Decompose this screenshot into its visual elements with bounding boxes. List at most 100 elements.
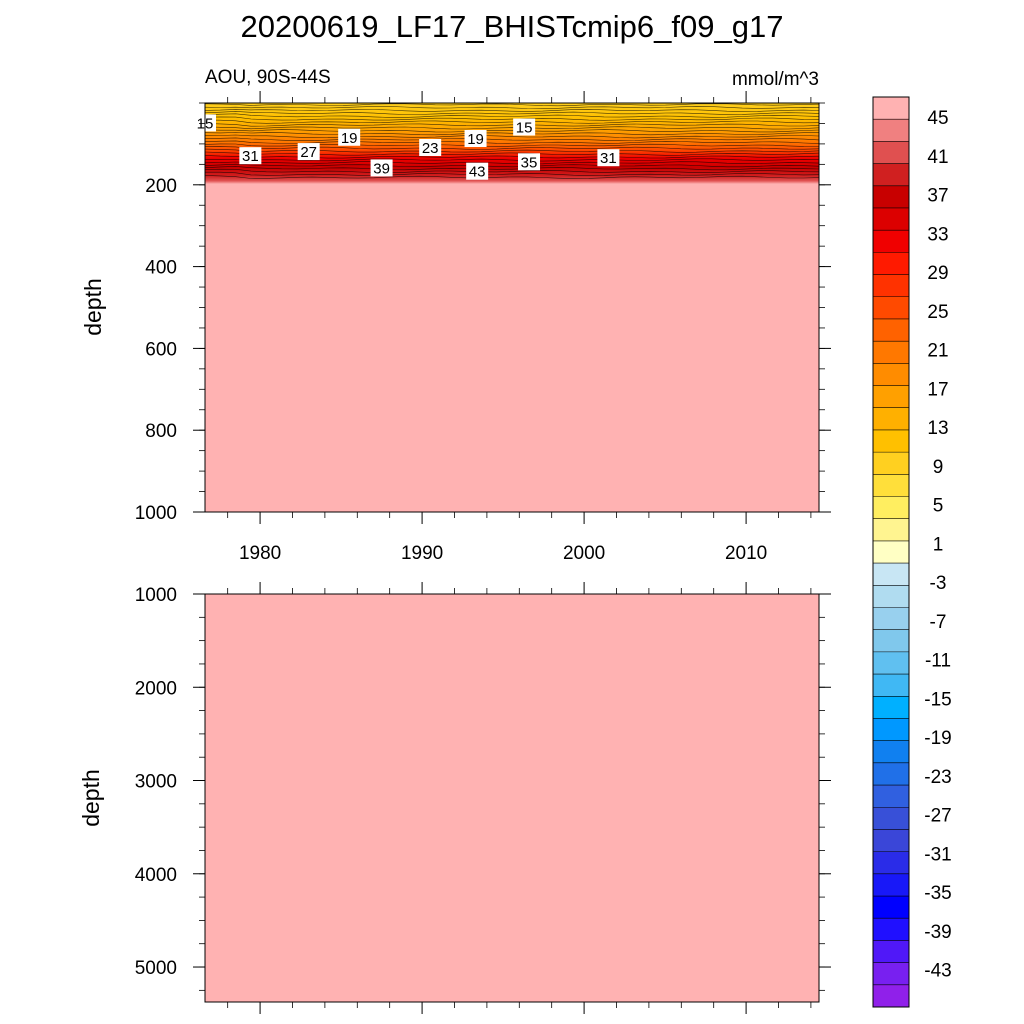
top-panel-axes: 1980 1990 2000 2010 200 400 600 800 1000 — [135, 91, 831, 564]
colorbar-label: 21 — [927, 341, 948, 362]
y-tick-label: 200 — [145, 176, 177, 197]
colorbar-swatch — [873, 318, 909, 342]
colorbar-swatch — [873, 696, 909, 719]
colorbar-swatch — [873, 496, 909, 520]
contour-label: 31 — [239, 147, 262, 165]
colorbar-label: 5 — [933, 496, 944, 517]
colorbar-swatch — [873, 97, 909, 120]
contour-label: 15 — [513, 118, 536, 137]
colorbar-label: -35 — [924, 883, 951, 904]
y-tick-label: 600 — [145, 339, 177, 360]
colorbar-label: -7 — [930, 612, 947, 633]
colorbar-swatch — [873, 851, 909, 875]
chart-title: 20200619_LF17_BHISTcmip6_f09_g17 — [241, 9, 784, 44]
subtitle-right: mmol/m^3 — [732, 69, 819, 90]
contour-label-box — [297, 143, 320, 161]
y-tick-label: 1000 — [135, 503, 177, 524]
colorbar: 45 41 37 33 29 25 21 17 13 9 5 1 -3 -7 -11 -15 -19 -23 -27… — [872, 96, 952, 1008]
contour-label: 23 — [419, 138, 442, 157]
y-tick-label: 1000 — [135, 585, 177, 606]
colorbar-swatch — [873, 718, 909, 741]
contour-label: 39 — [370, 159, 393, 177]
contour-label-text: 35 — [521, 154, 538, 171]
contour-label-text: 19 — [341, 130, 358, 147]
contour-label-text: 39 — [373, 160, 390, 177]
contour-label: 31 — [597, 149, 620, 167]
y-tick-label: 5000 — [135, 958, 177, 979]
colorbar-swatch — [873, 785, 909, 808]
colorbar-label: -15 — [924, 689, 951, 710]
contour-lines — [205, 103, 819, 179]
colorbar-swatch — [873, 896, 909, 919]
x-tick-label: 1990 — [401, 543, 443, 564]
colorbar-swatch — [873, 385, 909, 409]
bottom-panel-axes: 1000 2000 3000 4000 5000 — [135, 582, 831, 1014]
contour-line — [205, 134, 819, 139]
contour-label-box — [419, 138, 442, 156]
contour-line — [205, 168, 819, 174]
colorbar-frame — [872, 96, 910, 1008]
contour-line — [205, 175, 819, 179]
contour-line — [205, 109, 819, 112]
contour-line — [205, 111, 819, 115]
colorbar-label: -11 — [925, 651, 951, 672]
contour-line — [205, 103, 819, 107]
contour-label-box — [338, 128, 361, 146]
colorbar-swatch — [873, 540, 909, 564]
y-tick-label: 400 — [145, 258, 177, 279]
colorbar-label: -39 — [924, 922, 951, 943]
colorbar-label: 37 — [927, 186, 948, 207]
contour-label-text: 31 — [600, 150, 617, 167]
colorbar-swatch — [873, 429, 909, 453]
colorbar-swatch — [873, 207, 909, 231]
contour-line — [205, 158, 819, 162]
contour-label: 27 — [297, 143, 320, 161]
contour-label: 19 — [464, 129, 487, 148]
colorbar-swatch — [873, 762, 909, 786]
bottom-panel: 1000 2000 3000 4000 5000 depth — [78, 582, 831, 1014]
colorbar-swatch — [873, 873, 909, 897]
colorbar-swatch — [873, 674, 909, 697]
contour-label-box — [597, 149, 620, 167]
colorbar-swatch — [873, 984, 909, 1008]
colorbar-label: 9 — [933, 457, 944, 478]
bottom-y-axis-label: depth — [78, 769, 104, 827]
colorbar-swatch — [873, 407, 909, 431]
colorbar-swatch — [873, 629, 909, 653]
colorbar-swatch — [873, 341, 909, 364]
colorbar-swatch — [873, 252, 909, 275]
contour-line — [205, 132, 819, 136]
colorbar-label: 17 — [927, 379, 948, 400]
contour-line — [205, 161, 819, 165]
subtitle-left: AOU, 90S-44S — [205, 67, 331, 88]
colorbar-label: 1 — [933, 534, 944, 555]
colorbar-label: -23 — [924, 767, 951, 788]
x-tick-label: 2000 — [563, 543, 605, 564]
colorbar-swatch — [873, 363, 909, 386]
y-tick-label: 3000 — [135, 772, 177, 793]
contour-line — [205, 119, 819, 124]
colorbar-swatch — [873, 141, 909, 164]
colorbar-label: 41 — [927, 147, 948, 168]
contour-label-text: 31 — [242, 148, 259, 165]
contour-label-text: 19 — [467, 131, 484, 148]
colorbar-swatch — [873, 740, 909, 764]
colorbar-swatch — [873, 918, 909, 941]
colorbar-label: -27 — [924, 806, 951, 827]
colorbar-swatch — [873, 163, 909, 187]
colorbar-label: -43 — [924, 961, 951, 982]
contour-label-text: 27 — [300, 144, 317, 161]
contour-label-text: 23 — [422, 140, 439, 157]
colorbar-label: 29 — [927, 263, 948, 284]
colorbar-swatch — [873, 807, 909, 830]
contour-label-box — [370, 159, 393, 177]
contour-line — [205, 163, 819, 168]
x-tick-label: 2010 — [725, 543, 767, 564]
colorbar-swatch — [873, 518, 909, 542]
colorbar-label: -19 — [924, 728, 951, 749]
x-tick-label: 1980 — [239, 543, 281, 564]
contour-line — [205, 106, 819, 110]
top-y-axis-label: depth — [80, 278, 106, 336]
